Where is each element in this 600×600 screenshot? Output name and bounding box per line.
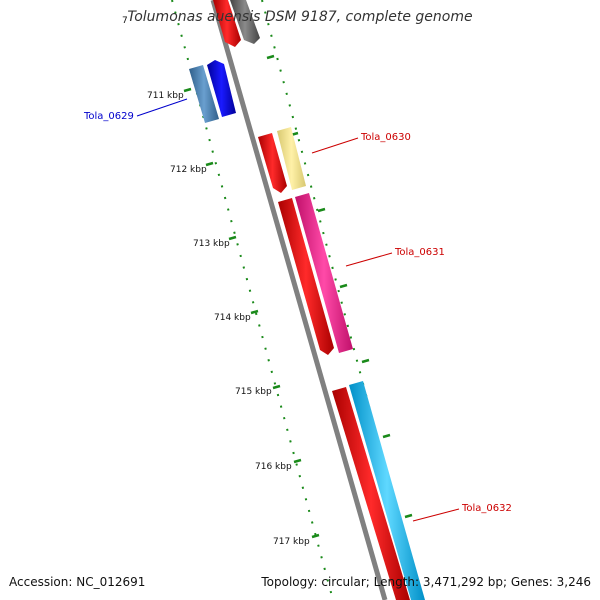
label-pointer-0631 (345, 252, 393, 267)
tick-label: 714 kbp (214, 313, 251, 323)
tick-label: 715 kbp (235, 387, 272, 397)
gene-arrow-red-top (213, 0, 241, 47)
gene-arrow-steelblue (189, 65, 219, 123)
genome-title: Tolumonas auensis DSM 9187, complete gen… (127, 9, 473, 25)
scale-major-ticks-right (266, 54, 413, 519)
label-pointer-0629 (136, 98, 188, 117)
gene-arrow-cyan (349, 381, 425, 600)
genome-info-text: Topology: circular; Length: 3,471,292 bp… (261, 575, 591, 589)
tick-label: 717 kbp (273, 537, 310, 547)
gene-arrow-blue (207, 60, 236, 117)
tick-label: 713 kbp (193, 239, 230, 249)
gene-label-0629[interactable]: Tola_0629 (83, 111, 134, 122)
tick-label: 711 kbp (147, 91, 184, 101)
accession-text: Accession: NC_012691 (9, 575, 146, 589)
gene-arrow-red-0632 (332, 387, 410, 600)
tick-label: 712 kbp (170, 165, 207, 175)
scale-major-ticks (183, 87, 320, 539)
label-pointer-0630 (311, 137, 359, 154)
gene-label-0631[interactable]: Tola_0631 (394, 247, 445, 258)
tick-label: 716 kbp (255, 462, 292, 472)
genome-backbone (210, 0, 388, 600)
gene-arrow-red-0630 (258, 133, 287, 193)
tick-label-partial: 7 (122, 16, 128, 26)
gene-label-0632[interactable]: Tola_0632 (461, 503, 512, 514)
gene-arrow-grey-top (230, 0, 260, 44)
gene-arrow-khaki (277, 127, 306, 190)
gene-arrow-red-0631 (278, 198, 334, 355)
scale-dotted-line-left (171, 0, 334, 600)
label-pointer-0632 (412, 508, 460, 522)
gene-label-0630[interactable]: Tola_0630 (360, 132, 411, 143)
gene-arrow-pink (295, 193, 353, 353)
